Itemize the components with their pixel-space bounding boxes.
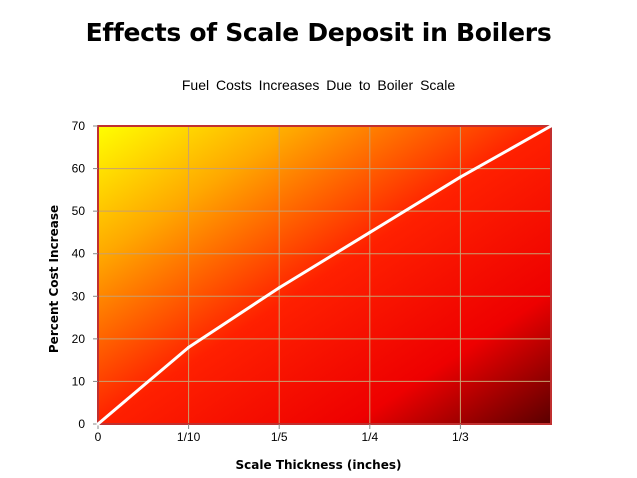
data-point <box>368 230 372 234</box>
plot-border <box>97 125 552 425</box>
y-tick-label: 60 <box>72 162 86 176</box>
y-axis: 0 10 20 30 40 50 60 70 <box>72 119 98 431</box>
y-tick-label: 10 <box>72 374 86 388</box>
x-tick-label: 1/4 <box>361 430 378 444</box>
x-tick-label: 1/5 <box>271 430 288 444</box>
data-point <box>458 175 462 179</box>
series-line <box>97 124 552 426</box>
plot-area <box>98 126 551 424</box>
x-axis: 0 1/10 1/5 1/4 1/3 <box>95 424 469 444</box>
data-points <box>96 124 553 426</box>
y-tick-label: 20 <box>72 332 86 346</box>
x-axis-title: Scale Thickness (inches) <box>236 458 402 472</box>
x-tick-label: 0 <box>95 430 102 444</box>
data-point <box>277 286 281 290</box>
data-point <box>96 422 100 426</box>
y-tick-label: 70 <box>72 119 86 133</box>
y-tick-label: 0 <box>78 417 85 431</box>
chart-subtitle: Fuel Costs Increases Due to Boiler Scale <box>181 77 456 93</box>
x-tick-label: 1/10 <box>177 430 201 444</box>
data-point <box>187 345 191 349</box>
y-tick-label: 50 <box>72 204 86 218</box>
data-point <box>549 124 553 128</box>
y-tick-label: 40 <box>72 247 86 261</box>
x-tick-label: 1/3 <box>452 430 469 444</box>
y-axis-title: Percent Cost Increase <box>47 205 61 353</box>
y-tick-label: 30 <box>72 289 86 303</box>
page-title: Effects of Scale Deposit in Boilers <box>85 18 552 47</box>
